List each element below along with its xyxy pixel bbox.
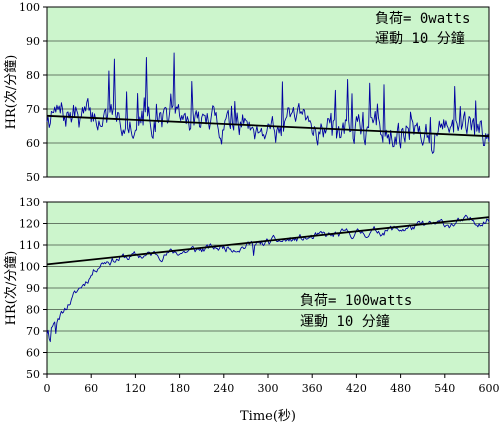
y-tick-label: 100 — [19, 261, 40, 274]
x-tick-label: 60 — [84, 382, 98, 395]
x-tick-label: 360 — [302, 382, 323, 395]
x-tick-label: 0 — [44, 382, 51, 395]
trend-line — [46, 114, 490, 138]
x-axis-label: Time(秒) — [240, 409, 296, 424]
x-tick-label: 240 — [213, 382, 234, 395]
y-tick-label: 80 — [26, 304, 40, 317]
y-ticks-bottom: 50 60 70 80 90 100 110 120 130 — [19, 196, 47, 381]
x-tick-label: 420 — [346, 382, 367, 395]
chart-top: 50 60 70 80 90 100 HR(次/分鐘) 負荷= 0watts 運動 10 … — [3, 1, 490, 184]
x-tick-label: 120 — [125, 382, 146, 395]
x-tick-label: 300 — [258, 382, 279, 395]
chart-bottom: 50 60 70 80 90 100 110 120 130 0 60 120 180 240 300 36… — [3, 196, 500, 424]
y-axis-label-bottom: HR(次/分鐘) — [3, 251, 19, 326]
y-tick-label: 70 — [26, 325, 40, 338]
x-ticks-bottom: 0 60 120 180 240 300 360 420 480 540 600 — [44, 374, 500, 395]
y-tick-label: 120 — [19, 218, 40, 231]
y-tick-label: 50 — [26, 171, 40, 184]
y-axis-label-top: HR(次/分鐘) — [3, 55, 19, 130]
trend-line — [46, 216, 490, 266]
x-tick-label: 480 — [390, 382, 411, 395]
y-tick-label: 60 — [26, 137, 40, 150]
y-tick-label: 60 — [26, 347, 40, 360]
series-group-bottom — [46, 214, 490, 343]
annotation-duration-bottom: 運動 10 分鐘 — [300, 313, 390, 330]
y-gridlines-top — [47, 40, 489, 144]
annotation-load-top: 負荷= 0watts — [375, 11, 470, 27]
y-tick-label: 80 — [26, 69, 40, 82]
y-tick-label: 130 — [19, 196, 40, 209]
y-gridlines-bottom — [47, 223, 489, 353]
x-tick-label: 180 — [169, 382, 190, 395]
y-tick-label: 90 — [26, 35, 40, 48]
y-tick-label: 110 — [19, 239, 40, 252]
y-ticks-top: 50 60 70 80 90 100 — [19, 1, 47, 184]
y-tick-label: 100 — [19, 1, 40, 14]
y-tick-label: 70 — [26, 103, 40, 116]
annotation-duration-top: 運動 10 分鐘 — [375, 30, 465, 47]
x-tick-label: 540 — [434, 382, 455, 395]
y-tick-label: 50 — [26, 368, 40, 381]
plot-area-top — [46, 6, 490, 178]
annotation-load-bottom: 負荷= 100watts — [300, 293, 412, 309]
series-group-top — [46, 52, 490, 154]
y-tick-label: 90 — [26, 282, 40, 295]
hr-series-line — [46, 52, 490, 154]
x-tick-label: 600 — [479, 382, 500, 395]
